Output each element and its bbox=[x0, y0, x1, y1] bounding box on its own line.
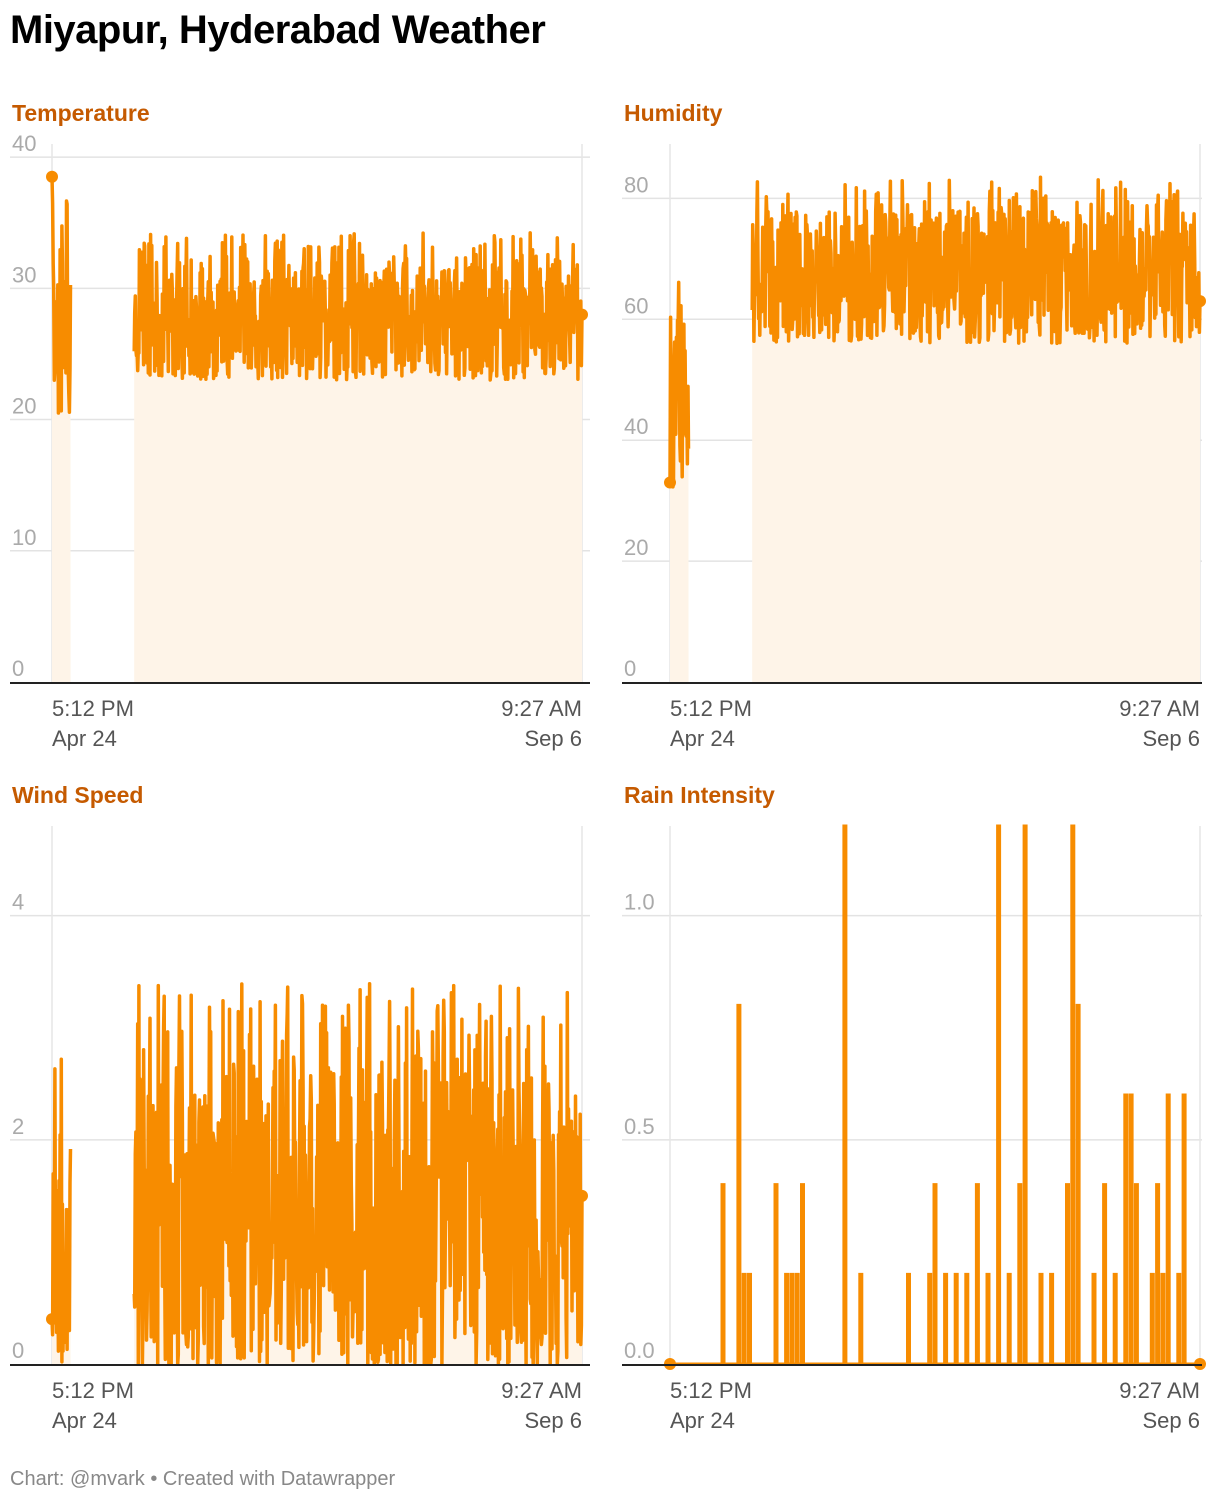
footer-credit: Chart: @mvark • Created with Datawrapper bbox=[10, 1468, 396, 1490]
humidity-chart: Humidity 0 20 40 60 80 5:12 PM Apr 24 9:27 AM Se… bbox=[622, 100, 1220, 760]
y-tick-label: 10 bbox=[12, 525, 36, 550]
y-tick-label: 4 bbox=[12, 890, 24, 915]
temperature-plot: 0 10 20 30 40 5:12 PM Apr 24 9:27 AM Sep 6 bbox=[10, 134, 590, 751]
x-tick-label: Apr 24 bbox=[670, 1408, 735, 1433]
chart-title-rain-intensity: Rain Intensity bbox=[624, 782, 775, 808]
x-tick-label: Sep 6 bbox=[1143, 1408, 1201, 1433]
page-title: Miyapur, Hyderabad Weather bbox=[10, 8, 546, 52]
series-line bbox=[50, 176, 73, 415]
series-start-point bbox=[664, 476, 676, 489]
x-tick-label: 9:27 AM bbox=[501, 696, 582, 721]
series-line bbox=[50, 1057, 73, 1364]
y-tick-label: 40 bbox=[624, 414, 648, 439]
series-end-point bbox=[576, 308, 588, 321]
humidity-plot: 0 20 40 60 80 5:12 PM Apr 24 9:27 AM Sep 6 bbox=[622, 144, 1206, 751]
series-start-point bbox=[46, 1313, 58, 1326]
rain-intensity-plot: 0.0 0.5 1.0 5:12 PM Apr 24 9:27 AM Sep 6 bbox=[622, 824, 1206, 1433]
y-tick-label: 20 bbox=[12, 394, 36, 419]
x-tick-label: 5:12 PM bbox=[52, 1378, 134, 1403]
y-tick-label: 2 bbox=[12, 1114, 24, 1139]
chart-title-humidity: Humidity bbox=[624, 100, 723, 126]
y-tick-label: 60 bbox=[624, 293, 648, 318]
y-tick-label: 0 bbox=[624, 656, 636, 681]
chart-title-wind-speed: Wind Speed bbox=[12, 782, 144, 808]
series-line bbox=[132, 231, 584, 382]
x-tick-label: Sep 6 bbox=[525, 726, 583, 751]
x-tick-label: 5:12 PM bbox=[670, 1378, 752, 1403]
y-tick-label: 0 bbox=[12, 1338, 24, 1363]
y-tick-label: 0.5 bbox=[624, 1114, 655, 1139]
chart-title-temperature: Temperature bbox=[12, 100, 150, 126]
x-tick-label: Apr 24 bbox=[670, 726, 735, 751]
rain-intensity-chart: Rain Intensity 0.0 0.5 1.0 5:12 PM Apr 24 9:2… bbox=[622, 782, 1220, 1442]
series-end-point bbox=[576, 1189, 588, 1202]
y-tick-label: 1.0 bbox=[624, 890, 655, 915]
wind-speed-chart: Wind Speed 0 2 4 5:12 PM Apr 24 9:27 AM Sep 6 bbox=[10, 782, 608, 1442]
y-tick-label: 40 bbox=[12, 134, 36, 156]
x-tick-label: 9:27 AM bbox=[1119, 1378, 1200, 1403]
x-tick-label: 5:12 PM bbox=[52, 696, 134, 721]
y-tick-label: 80 bbox=[624, 172, 648, 197]
y-tick-label: 20 bbox=[624, 535, 648, 560]
x-tick-label: Apr 24 bbox=[52, 1408, 117, 1433]
x-tick-label: Apr 24 bbox=[52, 726, 117, 751]
y-tick-label: 0 bbox=[12, 656, 24, 681]
x-tick-label: Sep 6 bbox=[1143, 726, 1201, 751]
temperature-chart: Temperature 0 10 20 30 40 5:12 PM Apr 24 9:27 A… bbox=[10, 100, 608, 760]
x-tick-label: 9:27 AM bbox=[501, 1378, 582, 1403]
series-area bbox=[52, 176, 71, 683]
y-tick-label: 0.0 bbox=[624, 1338, 655, 1363]
wind-speed-plot: 0 2 4 5:12 PM Apr 24 9:27 AM Sep 6 bbox=[10, 826, 590, 1433]
x-tick-label: Sep 6 bbox=[525, 1408, 583, 1433]
series-line bbox=[668, 280, 691, 489]
series-line bbox=[670, 824, 1200, 1366]
y-tick-label: 30 bbox=[12, 262, 36, 287]
series-end-point bbox=[1194, 295, 1206, 308]
x-tick-label: 5:12 PM bbox=[670, 696, 752, 721]
series-line bbox=[750, 175, 1202, 346]
series-start-point bbox=[46, 170, 58, 183]
series-line bbox=[132, 982, 584, 1366]
x-tick-label: 9:27 AM bbox=[1119, 696, 1200, 721]
